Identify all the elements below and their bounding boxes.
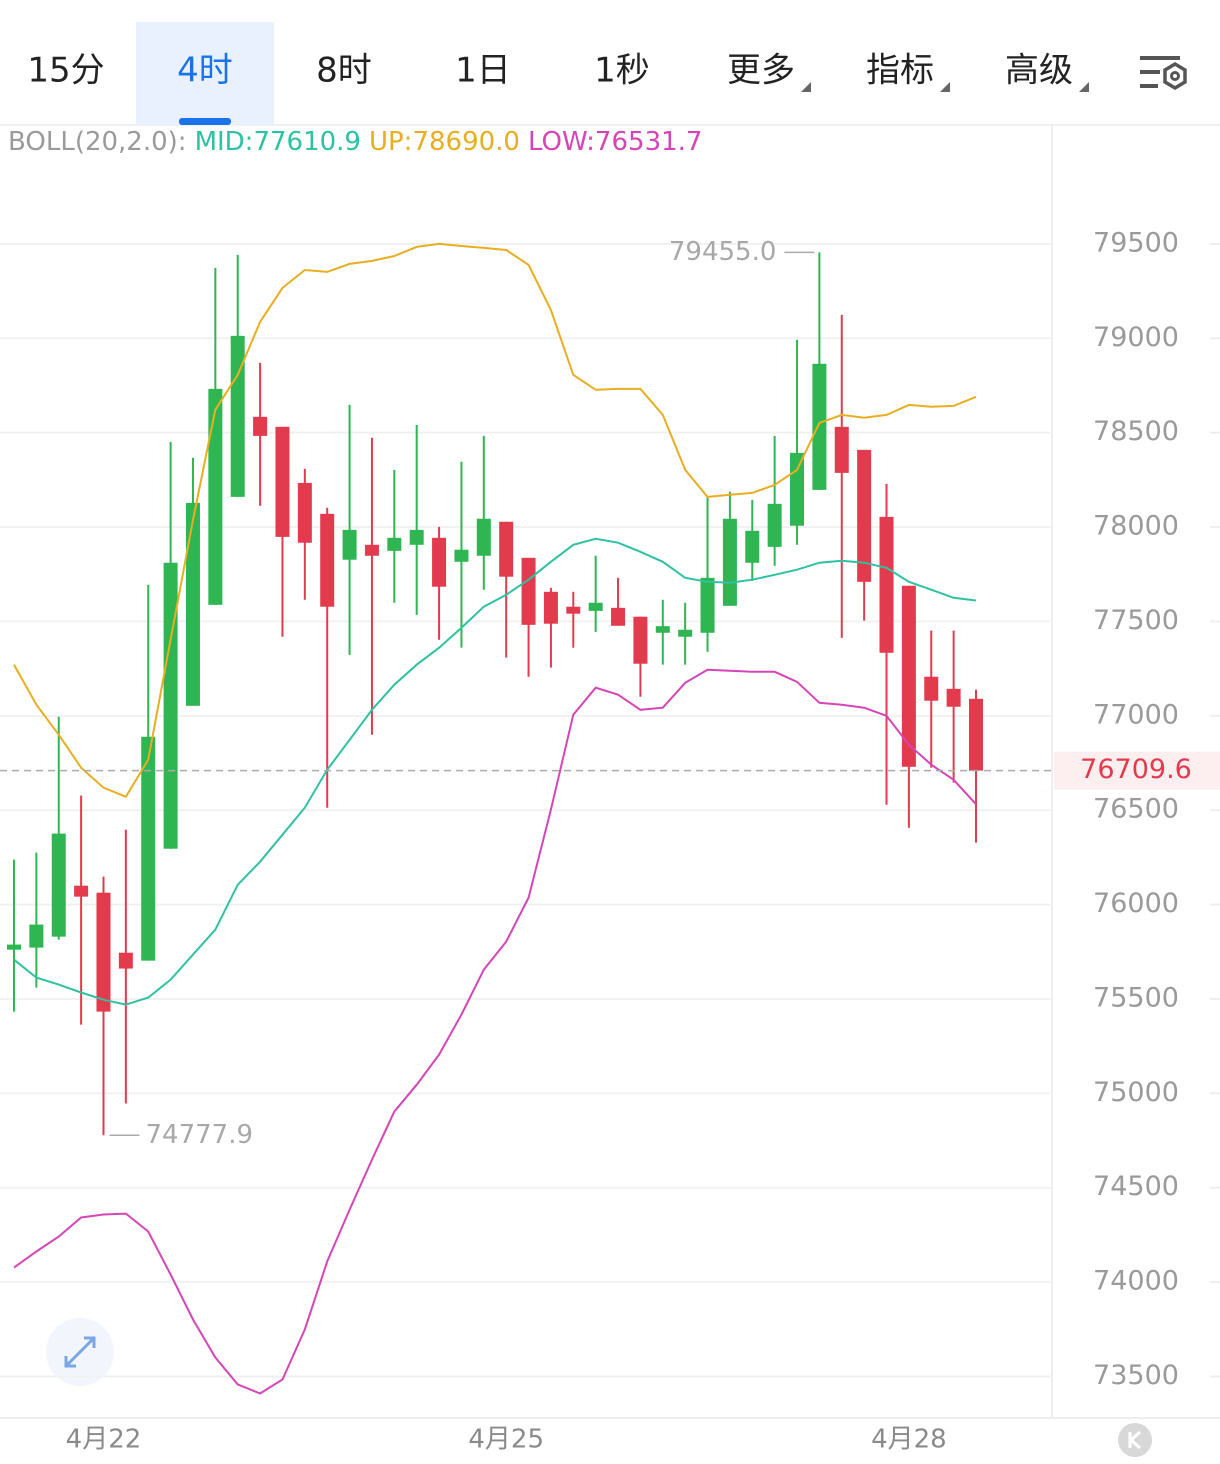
expand-button[interactable] — [46, 1318, 114, 1386]
y-tick-label: 74500 — [1093, 1171, 1179, 1202]
candle-body — [163, 562, 178, 849]
tab[interactable]: 15分 — [27, 51, 104, 91]
candle-body — [74, 885, 89, 897]
x-tick-label: 4月25 — [468, 1425, 544, 1455]
y-tick-label: 76500 — [1093, 794, 1179, 825]
candle-body — [476, 518, 491, 556]
candle-body — [879, 516, 894, 653]
dropdown-arrow — [801, 82, 811, 92]
tab[interactable]: 1日 — [455, 51, 511, 91]
candle-body — [543, 591, 558, 624]
candle-body — [901, 585, 916, 767]
candle-body — [409, 529, 424, 545]
candle-body — [588, 602, 603, 611]
candle-body — [969, 698, 983, 771]
tab[interactable]: 高级 — [1005, 51, 1073, 91]
tab[interactable]: 4时 — [177, 51, 233, 91]
candle-body — [185, 502, 200, 706]
band-line — [13, 537, 977, 1006]
candle-body — [7, 944, 21, 950]
high_label: 79455.0 — [669, 237, 777, 267]
candle-body — [946, 688, 961, 707]
active-tab-bg — [136, 22, 274, 125]
candle-body — [767, 503, 782, 547]
y-tick-label: 78000 — [1093, 511, 1179, 542]
last-price-label: 76709.6 — [1080, 754, 1192, 785]
tab[interactable]: 8时 — [316, 51, 372, 91]
low_label: 74777.9 — [145, 1120, 253, 1150]
candle-body — [790, 452, 805, 526]
candle-body — [633, 616, 648, 664]
settings-icon[interactable] — [1140, 56, 1187, 91]
dropdown-arrow — [940, 82, 950, 92]
tab[interactable]: 指标 — [866, 51, 934, 91]
x-tick-label: 4月22 — [66, 1425, 142, 1455]
candle-body — [700, 577, 715, 633]
legend-entry: MID:77610.9 — [195, 127, 361, 157]
candle-body — [924, 676, 939, 701]
y-tick-label: 75000 — [1093, 1077, 1179, 1108]
candle-body — [387, 537, 402, 551]
candle-body — [364, 544, 379, 556]
band-line — [13, 242, 977, 799]
y-tick-label: 79500 — [1093, 227, 1179, 258]
y-tick-label: 77500 — [1093, 605, 1179, 636]
candle-body — [655, 626, 670, 633]
y-tick-label: 73500 — [1093, 1360, 1179, 1391]
k-button[interactable] — [1118, 1423, 1152, 1457]
candle-body — [812, 363, 827, 490]
candle-body — [141, 736, 156, 961]
candle-body — [566, 606, 581, 614]
candle-body — [722, 518, 737, 606]
band-line — [13, 668, 977, 1395]
y-tick-label: 74000 — [1093, 1266, 1179, 1297]
dropdown-arrow — [1079, 82, 1089, 92]
candle-body — [678, 629, 693, 637]
candle-body — [320, 513, 335, 607]
indicator-name: BOLL(20,2.0): — [8, 127, 187, 157]
y-tick-label: 79000 — [1093, 322, 1179, 353]
tab[interactable]: 更多 — [727, 51, 795, 91]
candle-body — [230, 335, 245, 497]
y-tick-label: 77000 — [1093, 699, 1179, 730]
candle-body — [342, 529, 357, 560]
candle-body — [454, 549, 469, 562]
candle-body — [432, 537, 447, 587]
candle-body — [253, 416, 268, 436]
candle-body — [51, 833, 66, 937]
y-tick-label: 76000 — [1093, 888, 1179, 919]
candle-body — [834, 426, 849, 473]
legend-entry: UP:78690.0 — [369, 127, 520, 157]
candle-body — [208, 388, 223, 605]
candle-body — [521, 557, 536, 625]
candle-body — [96, 892, 111, 1012]
y-tick-label: 78500 — [1093, 416, 1179, 447]
y-tick-label: 75500 — [1093, 982, 1179, 1013]
candle-body — [118, 952, 133, 969]
candle-body — [857, 449, 872, 582]
tab[interactable]: 1秒 — [594, 51, 650, 91]
candle-body — [611, 607, 626, 626]
x-tick-label: 4月28 — [871, 1425, 947, 1455]
candle-body — [29, 924, 44, 948]
indicator-legend: BOLL(20,2.0): MID:77610.9 UP:78690.0 LOW:76… — [8, 127, 702, 157]
candle-body — [499, 521, 514, 577]
candle-body — [275, 426, 290, 537]
legend-entry: LOW:76531.7 — [528, 127, 702, 157]
last-price-bg — [1054, 751, 1220, 790]
active-tab-indicator — [179, 118, 231, 125]
candle-body — [297, 482, 312, 543]
candle-body — [745, 530, 760, 563]
